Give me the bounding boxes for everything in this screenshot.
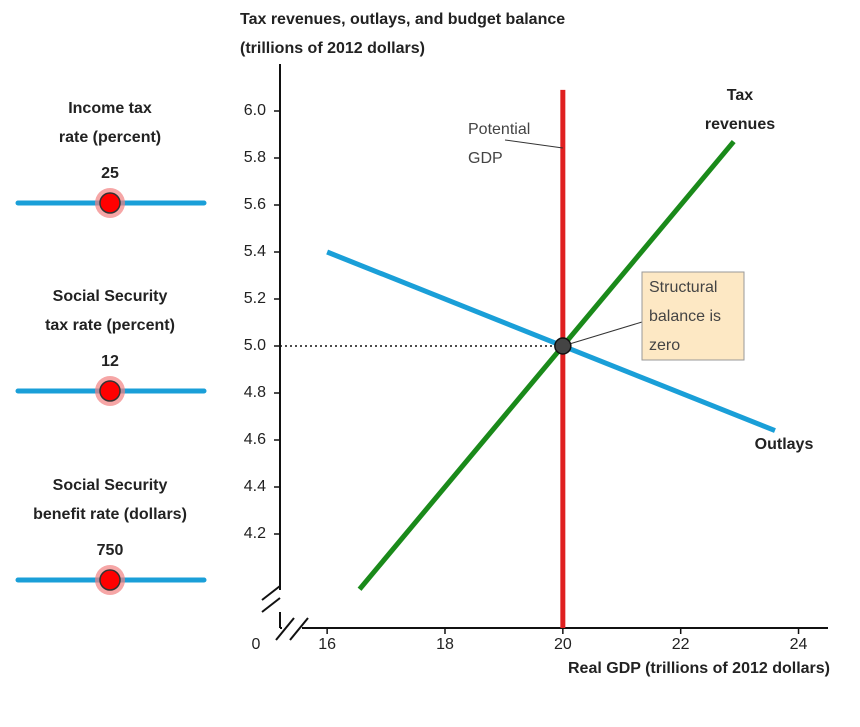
x-axis-break <box>275 617 295 641</box>
annotation-box <box>641 271 745 361</box>
chart-title: (trillions of 2012 dollars) <box>240 40 425 57</box>
series-label: Potential <box>468 121 530 138</box>
y-tick-label: 6.0 <box>244 102 266 119</box>
slider-value: 12 <box>101 353 119 370</box>
y-axis-break-gap <box>270 590 290 612</box>
series-line <box>357 139 736 591</box>
y-tick-label: 4.8 <box>244 384 266 401</box>
y-tick-label: 4.2 <box>244 525 266 542</box>
slider-label: Income tax <box>68 100 152 117</box>
slider-thumb[interactable] <box>99 569 121 591</box>
x-tick-label: 22 <box>672 636 690 653</box>
x-tick-label: 24 <box>790 636 808 653</box>
y-tick-label: 5.4 <box>244 243 266 260</box>
y-tick-label: 5.2 <box>244 290 266 307</box>
slider-value: 750 <box>97 542 124 559</box>
x-tick-label: 20 <box>554 636 572 653</box>
series-line <box>326 249 776 433</box>
origin-label: 0 <box>252 636 261 653</box>
y-axis-break <box>261 597 281 613</box>
x-axis-break <box>289 617 309 641</box>
annotation-text: Structural <box>649 279 717 296</box>
series-label: revenues <box>705 116 775 133</box>
slider-thumb[interactable] <box>99 192 121 214</box>
slider-label: rate (percent) <box>59 129 161 146</box>
slider-label: tax rate (percent) <box>45 317 175 334</box>
slider-label: Social Security <box>53 477 168 494</box>
annotation-text: zero <box>649 337 680 354</box>
series-label: GDP <box>468 150 503 167</box>
y-tick-label: 4.4 <box>244 478 266 495</box>
x-axis-title: Real GDP (trillions of 2012 dollars) <box>568 660 830 677</box>
equilibrium-point <box>554 337 572 355</box>
y-tick-label: 5.0 <box>244 337 266 354</box>
y-tick-label: 4.6 <box>244 431 266 448</box>
x-tick-label: 16 <box>318 636 336 653</box>
leader <box>562 321 643 347</box>
annotation-text: balance is <box>649 308 721 325</box>
y-axis-break <box>261 585 281 601</box>
slider-label: Social Security <box>53 288 168 305</box>
y-tick-label: 5.8 <box>244 149 266 166</box>
chart-title: Tax revenues, outlays, and budget balanc… <box>240 11 565 28</box>
x-tick-label: 18 <box>436 636 454 653</box>
leader <box>504 139 563 149</box>
y-tick-label: 5.6 <box>244 196 266 213</box>
series-label: Outlays <box>755 436 814 453</box>
slider-label: benefit rate (dollars) <box>33 506 187 523</box>
slider-thumb[interactable] <box>99 380 121 402</box>
slider-value: 25 <box>101 165 119 182</box>
series-label: Tax <box>727 87 753 104</box>
